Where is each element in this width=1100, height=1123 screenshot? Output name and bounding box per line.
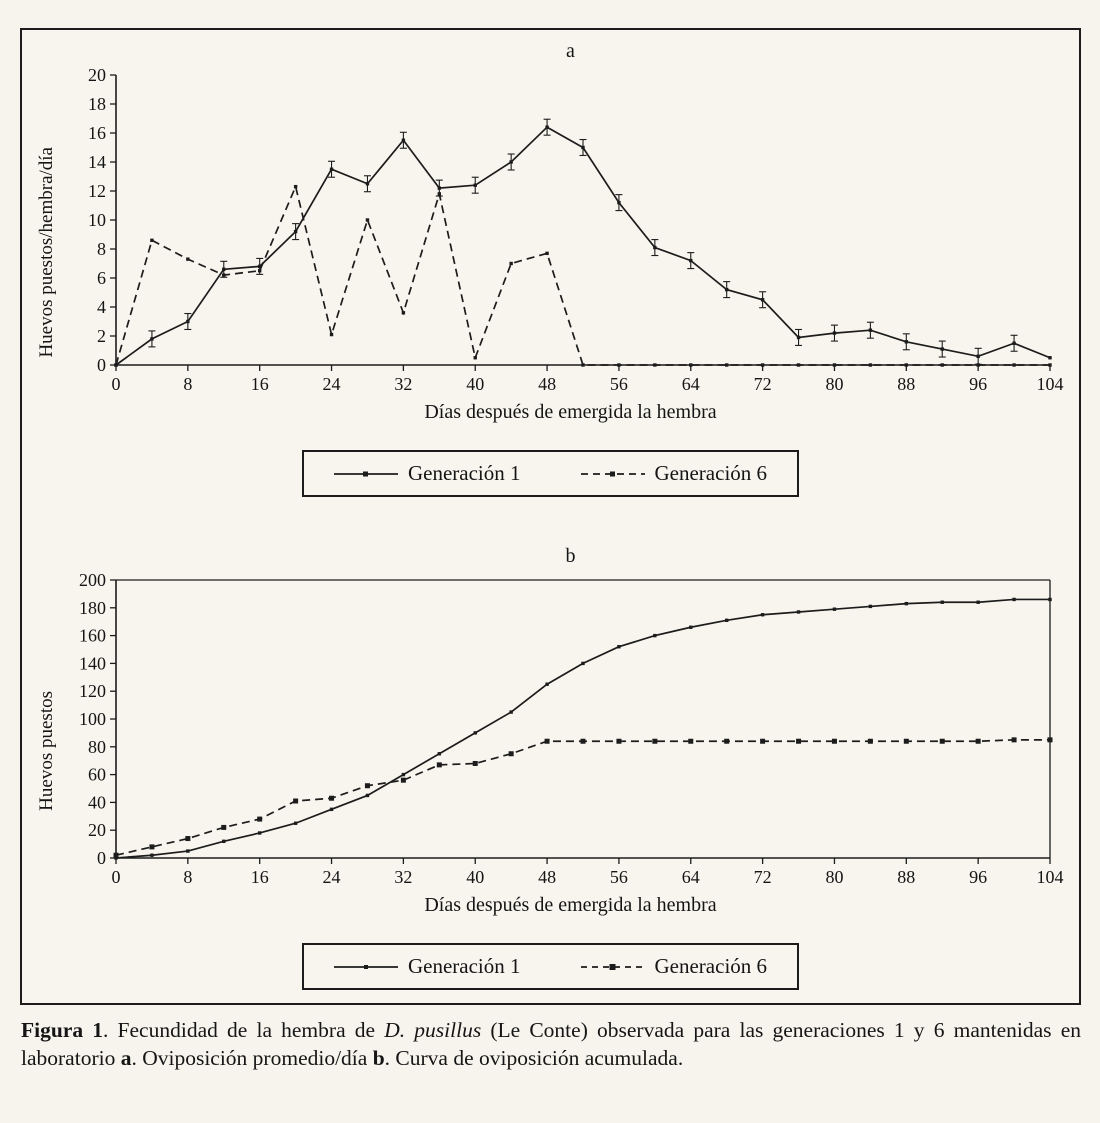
svg-text:20: 20 (88, 65, 106, 85)
legend-entry-generacion-6: Generación 6 (580, 954, 768, 979)
svg-text:16: 16 (250, 374, 268, 394)
svg-text:80: 80 (825, 374, 843, 394)
svg-text:8: 8 (183, 867, 192, 887)
chart-a-x-axis-label: Días después de emergida la hembra (424, 401, 717, 423)
svg-text:2: 2 (97, 326, 106, 346)
svg-text:0: 0 (97, 848, 106, 868)
legend-label-generacion-1: Generación 1 (407, 954, 521, 978)
figure-caption: Figura 1. Fecundidad de la hembra de D. … (21, 1016, 1081, 1073)
svg-text:80: 80 (825, 867, 843, 887)
legend-entry-generacion-1: Generación 1 (333, 461, 521, 486)
chart-b-plot: 0 8 16 24 32 40 48 56 64 72 80 88 96 104 0 20 40 60 80 100 1… (79, 570, 1064, 887)
svg-text:60: 60 (88, 765, 106, 785)
svg-text:6: 6 (97, 268, 106, 288)
svg-text:10: 10 (88, 210, 106, 230)
svg-text:72: 72 (753, 374, 771, 394)
caption-panel-a-label: a (120, 1046, 132, 1071)
chart-a-y-axis-label: Huevos puestos/hembra/día (35, 146, 57, 358)
svg-text:96: 96 (969, 374, 987, 394)
svg-text:200: 200 (79, 570, 106, 590)
chart-a-title: a (566, 40, 575, 62)
svg-text:48: 48 (538, 867, 556, 887)
chart-b-y-axis-label: Huevos puestos (35, 691, 57, 811)
svg-text:64: 64 (681, 374, 699, 394)
svg-text:160: 160 (79, 626, 106, 646)
svg-text:180: 180 (79, 598, 106, 618)
caption-figure-label: Figura 1 (21, 1018, 104, 1042)
svg-text:48: 48 (538, 374, 556, 394)
svg-text:32: 32 (394, 867, 412, 887)
chart-b-title: b (565, 545, 576, 567)
svg-text:0: 0 (111, 867, 120, 887)
legend-label-generacion-6: Generación 6 (654, 461, 768, 485)
caption-species-name: D. pusillus (384, 1018, 482, 1042)
svg-text:24: 24 (322, 867, 340, 887)
legend-label-generacion-1: Generación 1 (407, 461, 521, 485)
svg-text:0: 0 (111, 374, 120, 394)
svg-text:24: 24 (322, 374, 340, 394)
svg-text:56: 56 (609, 374, 627, 394)
dashed-line-sample-icon (580, 471, 645, 476)
svg-text:40: 40 (466, 374, 484, 394)
svg-text:64: 64 (681, 867, 699, 887)
svg-text:4: 4 (97, 297, 106, 317)
solid-line-sample-icon (333, 964, 398, 969)
svg-text:20: 20 (88, 820, 106, 840)
figure-box: a Huevos puestos/hembra/día 0 8 16 24 32 40 48… (20, 28, 1081, 1005)
chart-a-plot: 0 8 16 24 32 40 48 56 64 72 80 88 96 1040246810121416… (88, 65, 1064, 394)
chart-a-legend: Generación 1 Generación 6 (301, 450, 800, 497)
svg-text:12: 12 (88, 181, 106, 201)
legend-entry-generacion-6: Generación 6 (580, 461, 768, 486)
svg-text:96: 96 (969, 867, 987, 887)
svg-text:40: 40 (88, 792, 106, 812)
svg-text:72: 72 (753, 867, 771, 887)
svg-text:100: 100 (79, 709, 106, 729)
svg-text:120: 120 (79, 681, 106, 701)
svg-text:104: 104 (1036, 867, 1063, 887)
svg-text:8: 8 (97, 239, 106, 259)
legend-label-generacion-6: Generación 6 (654, 954, 768, 978)
svg-text:16: 16 (88, 123, 106, 143)
svg-text:104: 104 (1036, 374, 1063, 394)
caption-text: . Curva de oviposición acumulada. (384, 1046, 684, 1071)
caption-text: . Oviposición promedio/día (131, 1046, 373, 1071)
legend-entry-generacion-1: Generación 1 (333, 954, 521, 979)
chart-b-legend: Generación 1 Generación 6 (301, 943, 800, 990)
svg-text:32: 32 (394, 374, 412, 394)
svg-text:88: 88 (897, 374, 915, 394)
svg-text:56: 56 (609, 867, 627, 887)
chart-a: a Huevos puestos/hembra/día 0 8 16 24 32 40 48… (36, 40, 1066, 424)
svg-text:140: 140 (79, 653, 106, 673)
chart-b-x-axis-label: Días después de emergida la hembra (424, 894, 717, 916)
caption-panel-b-label: b (372, 1046, 385, 1071)
solid-line-sample-icon (333, 471, 398, 476)
caption-text: (Le Conte) observada para las generacion… (21, 1018, 1081, 1071)
svg-text:16: 16 (250, 867, 268, 887)
svg-text:88: 88 (897, 867, 915, 887)
svg-text:0: 0 (97, 355, 106, 375)
svg-text:18: 18 (88, 94, 106, 114)
caption-text: . Fecundidad de la hembra de (103, 1018, 385, 1042)
svg-text:14: 14 (88, 152, 106, 172)
svg-text:8: 8 (183, 374, 192, 394)
dashed-line-sample-icon (580, 963, 645, 970)
chart-b: b Huevos puestos 0 8 16 24 32 40 48 56 64 72 80 88 9… (36, 545, 1066, 917)
svg-text:80: 80 (88, 737, 106, 757)
svg-text:40: 40 (466, 867, 484, 887)
